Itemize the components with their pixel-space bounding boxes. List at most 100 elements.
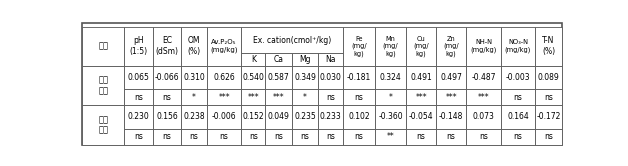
- Text: T-N
(%): T-N (%): [542, 36, 555, 56]
- Bar: [344, 66, 375, 89]
- Bar: [265, 129, 292, 145]
- Bar: [466, 105, 501, 129]
- Text: ns: ns: [355, 132, 364, 141]
- Bar: [436, 129, 466, 145]
- Bar: [241, 66, 265, 89]
- Bar: [153, 27, 181, 66]
- Bar: [406, 89, 436, 105]
- Bar: [181, 89, 207, 105]
- Text: ***: ***: [477, 93, 489, 102]
- Bar: [241, 53, 265, 66]
- Text: 경작
년수: 경작 년수: [99, 76, 109, 95]
- Text: -0.487: -0.487: [471, 73, 495, 82]
- Bar: [318, 89, 344, 105]
- Bar: [318, 53, 344, 66]
- Bar: [241, 27, 344, 53]
- Text: ns: ns: [326, 132, 335, 141]
- Text: 0.073: 0.073: [472, 113, 494, 122]
- Bar: [318, 66, 344, 89]
- Bar: [153, 105, 181, 129]
- Text: 0.065: 0.065: [127, 73, 149, 82]
- Text: *: *: [192, 93, 196, 102]
- Text: 0.324: 0.324: [379, 73, 401, 82]
- Bar: [124, 27, 153, 66]
- Text: ns: ns: [544, 93, 553, 102]
- Text: Av.P₂O₅
(mg/kg): Av.P₂O₅ (mg/kg): [210, 39, 238, 53]
- Bar: [241, 89, 265, 105]
- Text: 분석
주기: 분석 주기: [99, 115, 109, 135]
- Bar: [265, 105, 292, 129]
- Bar: [375, 105, 406, 129]
- Text: ***: ***: [247, 93, 259, 102]
- Text: pH
(1:5): pH (1:5): [129, 36, 148, 56]
- Bar: [466, 27, 501, 66]
- Bar: [501, 129, 535, 145]
- Text: -0.360: -0.360: [378, 113, 403, 122]
- Bar: [82, 66, 124, 105]
- Text: 0.049: 0.049: [268, 113, 290, 122]
- Text: 0.238: 0.238: [183, 113, 205, 122]
- Text: Fe
(mg/
kg): Fe (mg/ kg): [351, 36, 367, 57]
- Text: -0.172: -0.172: [536, 113, 561, 122]
- Text: *: *: [389, 93, 392, 102]
- Text: Ca: Ca: [274, 55, 284, 64]
- Text: Ex. cation(cmol⁺/kg): Ex. cation(cmol⁺/kg): [253, 36, 332, 44]
- Text: ns: ns: [220, 132, 229, 141]
- Bar: [241, 105, 265, 129]
- Text: Mg: Mg: [300, 55, 311, 64]
- Bar: [535, 129, 562, 145]
- Bar: [344, 89, 375, 105]
- Bar: [406, 105, 436, 129]
- Text: Cu
(mg/
kg): Cu (mg/ kg): [413, 36, 429, 57]
- Bar: [344, 105, 375, 129]
- Text: ns: ns: [134, 93, 143, 102]
- Bar: [82, 27, 124, 66]
- Text: 0.491: 0.491: [410, 73, 432, 82]
- Text: Mn
(mg/
kg): Mn (mg/ kg): [382, 36, 398, 57]
- Text: ns: ns: [163, 132, 171, 141]
- Text: Zn
(mg/
kg): Zn (mg/ kg): [443, 36, 459, 57]
- Bar: [181, 66, 207, 89]
- Bar: [344, 27, 375, 66]
- Bar: [292, 53, 318, 66]
- Bar: [406, 129, 436, 145]
- Bar: [292, 89, 318, 105]
- Text: ns: ns: [514, 93, 522, 102]
- Bar: [501, 27, 535, 66]
- Bar: [181, 129, 207, 145]
- Text: -0.003: -0.003: [506, 73, 530, 82]
- Bar: [207, 89, 241, 105]
- Text: 0.230: 0.230: [127, 113, 149, 122]
- Text: 0.235: 0.235: [294, 113, 316, 122]
- Text: ns: ns: [134, 132, 143, 141]
- Bar: [501, 105, 535, 129]
- Bar: [436, 105, 466, 129]
- Bar: [207, 105, 241, 129]
- Text: 0.626: 0.626: [213, 73, 235, 82]
- Bar: [344, 129, 375, 145]
- Bar: [406, 27, 436, 66]
- Bar: [82, 105, 124, 145]
- Bar: [124, 129, 153, 145]
- Text: NH-N
(mg/kg): NH-N (mg/kg): [470, 39, 497, 53]
- Bar: [466, 66, 501, 89]
- Bar: [436, 89, 466, 105]
- Text: ***: ***: [445, 93, 457, 102]
- Text: 0.089: 0.089: [538, 73, 560, 82]
- Bar: [124, 89, 153, 105]
- Bar: [375, 27, 406, 66]
- Bar: [265, 89, 292, 105]
- Bar: [292, 105, 318, 129]
- Bar: [153, 66, 181, 89]
- Text: 0.164: 0.164: [507, 113, 529, 122]
- Text: ns: ns: [190, 132, 198, 141]
- Text: ns: ns: [355, 93, 364, 102]
- Text: ***: ***: [219, 93, 230, 102]
- Text: EC
(dSm): EC (dSm): [156, 36, 178, 56]
- Bar: [241, 129, 265, 145]
- Bar: [124, 66, 153, 89]
- Bar: [375, 129, 406, 145]
- Bar: [535, 27, 562, 66]
- Bar: [436, 27, 466, 66]
- Text: ns: ns: [514, 132, 522, 141]
